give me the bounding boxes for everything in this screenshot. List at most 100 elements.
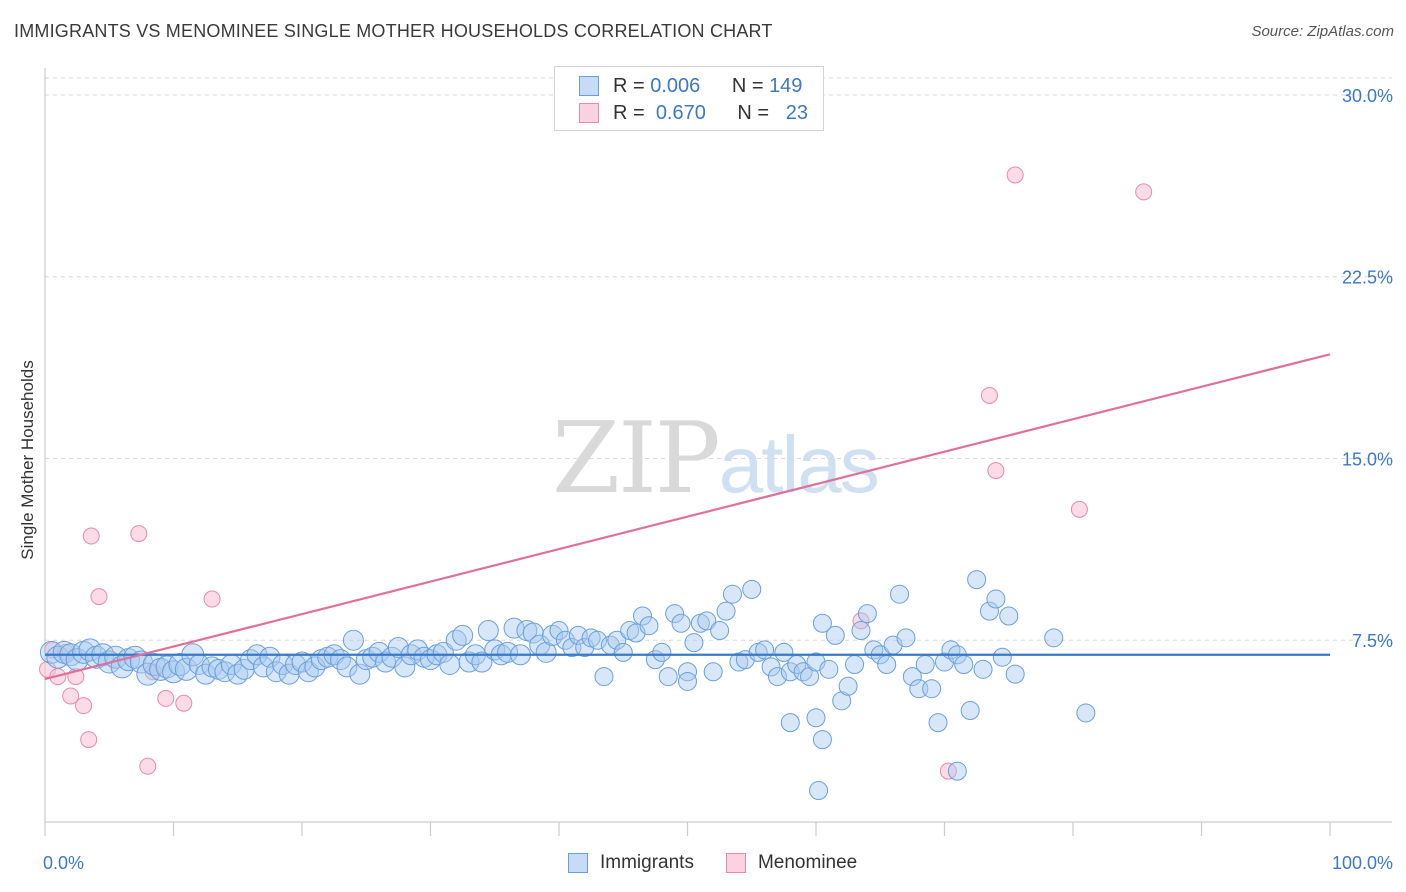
immigrants-point — [973, 659, 993, 679]
grid-lines — [45, 77, 1392, 641]
y-tick-label: 30.0% — [1342, 86, 1393, 106]
immigrants-point — [845, 654, 865, 674]
menominee-point — [130, 525, 148, 543]
immigrants-point — [809, 780, 829, 800]
immigrants-point — [658, 667, 678, 687]
immigrants-point — [819, 659, 839, 679]
immigrants-point — [452, 624, 474, 646]
immigrants-point — [39, 640, 63, 664]
r-label: R = — [613, 101, 645, 124]
immigrants-point — [1044, 628, 1064, 648]
n-label: N = — [731, 74, 764, 97]
watermark-zip: ZIP — [552, 402, 721, 516]
menominee-point — [1070, 500, 1088, 518]
immigrants-point — [761, 657, 781, 677]
immigrants-point — [639, 616, 659, 636]
immigrants-point — [607, 630, 627, 650]
immigrants-point — [902, 667, 922, 687]
immigrants-point — [742, 579, 762, 599]
immigrants-swatch — [568, 853, 588, 873]
watermark: ZIPatlas — [552, 402, 880, 516]
immigrants-point — [652, 642, 672, 662]
immigrants-point — [555, 630, 575, 650]
immigrants-point — [678, 671, 697, 691]
menominee-swatch — [579, 103, 599, 123]
immigrants-point — [684, 633, 704, 653]
source-label: Source: ZipAtlas.com — [1251, 23, 1394, 40]
menominee-point — [80, 731, 98, 749]
menominee-point — [75, 697, 93, 715]
immigrants-point — [812, 613, 832, 633]
watermark-atlas: atlas — [718, 420, 880, 509]
immigrants-point — [497, 641, 519, 663]
immigrants-point — [722, 584, 742, 604]
n-label: N = — [737, 101, 770, 124]
immigrants-point — [477, 620, 499, 642]
n-value: 23 — [785, 101, 808, 124]
immigrants-point — [678, 662, 697, 682]
immigrants-point — [394, 656, 416, 678]
menominee-point — [157, 689, 175, 707]
menominee-point — [980, 386, 998, 404]
menominee-point — [1006, 166, 1024, 184]
immigrants-point — [671, 613, 691, 633]
immigrants-point — [800, 667, 820, 687]
stats-legend: R = 0.006 N = 149 R = 0.670 N = 23 — [554, 66, 824, 131]
y-tick-label: 22.5% — [1342, 268, 1393, 288]
immigrants-points — [39, 570, 1096, 800]
y-tick-label: 15.0% — [1342, 449, 1393, 469]
legend-label: Immigrants — [600, 852, 694, 873]
immigrants-point — [755, 640, 775, 660]
n-value: 149 — [769, 74, 803, 97]
immigrants-point — [767, 667, 787, 687]
immigrants-point — [471, 651, 493, 673]
y-tick-label: 7.5% — [1352, 631, 1393, 651]
menominee-point — [852, 612, 870, 630]
menominee-point — [90, 588, 108, 606]
immigrants-point — [594, 667, 614, 687]
immigrants-point — [825, 625, 845, 645]
immigrants-point — [774, 642, 794, 662]
x-tick-label: 0.0% — [43, 853, 84, 873]
menominee-trend-line — [44, 353, 1331, 681]
immigrants-point — [857, 604, 877, 624]
immigrants-point — [336, 656, 358, 678]
immigrants-point — [793, 662, 813, 682]
immigrants-point — [999, 606, 1019, 626]
trend-lines — [44, 353, 1331, 681]
stats-row-menominee: R = 0.670 N = 23 — [579, 101, 808, 125]
immigrants-point — [549, 621, 569, 641]
immigrants-point — [432, 641, 454, 663]
immigrants-point — [967, 570, 987, 590]
immigrants-point — [960, 701, 980, 721]
legend-item-menominee[interactable]: Menominee — [725, 852, 858, 874]
stats-row-immigrants: R = 0.006 N = 149 — [579, 74, 802, 98]
immigrants-point — [896, 628, 916, 648]
series-legend: Immigrants Menominee — [568, 852, 889, 874]
menominee-point — [82, 527, 100, 545]
legend-label: Menominee — [757, 852, 858, 873]
immigrants-point — [697, 611, 717, 631]
immigrants-point — [947, 761, 967, 781]
tick-labels: 7.5% 15.0% 22.5% 30.0% 0.0% 100.0% — [43, 86, 1393, 873]
immigrants-point — [710, 621, 730, 641]
immigrants-point — [838, 676, 858, 696]
immigrants-point — [954, 654, 974, 674]
menominee-swatch — [725, 853, 746, 873]
immigrants-point — [613, 642, 633, 662]
menominee-point — [203, 590, 221, 608]
immigrants-point — [439, 653, 461, 675]
x-tick-label: 100.0% — [1332, 853, 1393, 873]
immigrants-point — [588, 630, 608, 650]
menominee-point — [1135, 183, 1153, 201]
legend-item-immigrants[interactable]: Immigrants — [568, 852, 694, 874]
immigrants-point — [1076, 703, 1096, 723]
y-axis-label: Single Mother Households — [18, 360, 37, 560]
immigrants-point — [1005, 664, 1025, 684]
immigrants-point — [342, 629, 364, 651]
immigrants-point — [979, 601, 999, 621]
r-label: R = — [613, 74, 645, 97]
immigrants-point — [168, 652, 192, 676]
r-value: 0.670 — [655, 101, 706, 124]
